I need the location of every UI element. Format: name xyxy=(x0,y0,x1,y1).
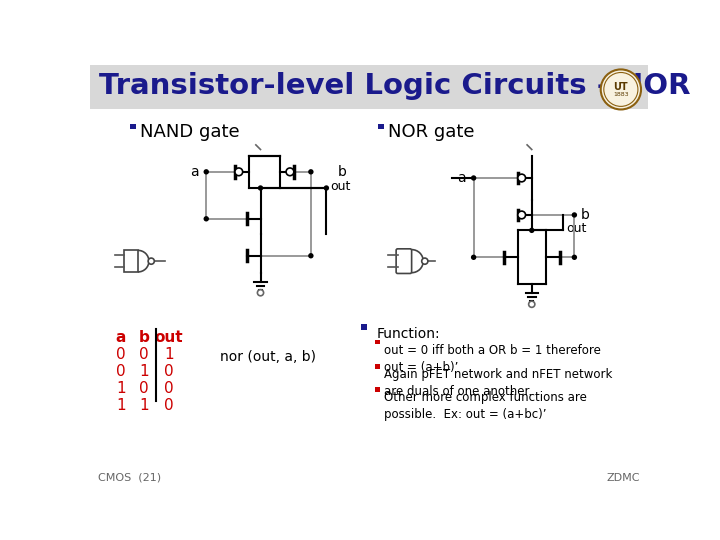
Text: 0: 0 xyxy=(164,364,174,379)
Text: 1: 1 xyxy=(140,398,149,413)
Circle shape xyxy=(518,211,526,219)
Circle shape xyxy=(148,258,154,264)
Circle shape xyxy=(572,212,577,218)
Circle shape xyxy=(529,228,534,233)
Bar xyxy=(361,325,366,330)
Text: 0: 0 xyxy=(140,381,149,396)
Text: Function:: Function: xyxy=(377,327,441,341)
Circle shape xyxy=(204,216,209,221)
Circle shape xyxy=(600,70,641,110)
Circle shape xyxy=(572,254,577,260)
Text: 0: 0 xyxy=(116,347,126,362)
Text: out: out xyxy=(567,222,587,235)
Circle shape xyxy=(258,185,264,191)
Circle shape xyxy=(324,185,329,191)
Text: b: b xyxy=(139,330,150,346)
Circle shape xyxy=(518,174,526,182)
Text: 1: 1 xyxy=(164,347,174,362)
Text: a: a xyxy=(457,171,466,185)
Text: a: a xyxy=(116,330,126,346)
Text: UT: UT xyxy=(613,82,628,92)
Circle shape xyxy=(528,301,535,307)
Circle shape xyxy=(286,168,294,176)
Circle shape xyxy=(422,258,428,264)
Text: Transistor-level Logic Circuits - NOR: Transistor-level Logic Circuits - NOR xyxy=(99,72,690,100)
Text: out: out xyxy=(155,330,184,346)
Circle shape xyxy=(471,176,477,181)
FancyBboxPatch shape xyxy=(396,249,412,273)
Text: 1883: 1883 xyxy=(613,92,629,97)
Text: 1: 1 xyxy=(116,398,126,413)
Text: b: b xyxy=(580,208,590,222)
Bar xyxy=(375,364,380,369)
Text: ZDMC: ZDMC xyxy=(607,473,640,483)
Text: 1: 1 xyxy=(140,364,149,379)
Text: Other more complex functions are
possible.  Ex: out = (a+bc)’: Other more complex functions are possibl… xyxy=(384,392,588,421)
Bar xyxy=(375,387,380,392)
Text: 0: 0 xyxy=(116,364,126,379)
Text: NAND gate: NAND gate xyxy=(140,123,239,141)
Text: out: out xyxy=(330,180,351,193)
Circle shape xyxy=(471,254,477,260)
Text: out = 0 iff both a OR b = 1 therefore
out = (a+b)’: out = 0 iff both a OR b = 1 therefore ou… xyxy=(384,343,601,374)
Circle shape xyxy=(308,169,314,174)
Text: CMOS  (21): CMOS (21) xyxy=(98,473,161,483)
Text: 0: 0 xyxy=(164,398,174,413)
Text: 1: 1 xyxy=(116,381,126,396)
Text: b: b xyxy=(338,165,347,179)
Circle shape xyxy=(258,289,264,296)
Circle shape xyxy=(204,169,209,174)
Text: a: a xyxy=(190,165,199,179)
Circle shape xyxy=(235,168,243,176)
Bar xyxy=(378,124,384,129)
Bar xyxy=(124,251,138,272)
Text: NOR gate: NOR gate xyxy=(387,123,474,141)
Bar xyxy=(130,124,136,129)
Text: Again pFET network and nFET network
are duals of one another.: Again pFET network and nFET network are … xyxy=(384,368,613,398)
Text: 0: 0 xyxy=(140,347,149,362)
Text: nor (out, a, b): nor (out, a, b) xyxy=(220,350,316,364)
Circle shape xyxy=(308,253,314,259)
Text: 0: 0 xyxy=(164,381,174,396)
Bar xyxy=(90,65,648,110)
Bar xyxy=(375,340,380,345)
